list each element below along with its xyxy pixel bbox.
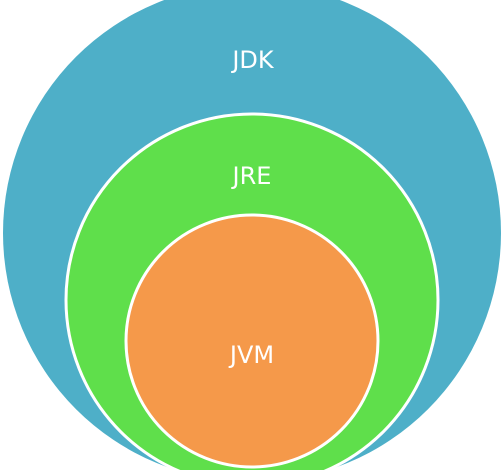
jvm-circle <box>124 213 380 469</box>
jvm-label: JVM <box>229 341 275 369</box>
jdk-label: JDK <box>232 46 274 74</box>
jre-label: JRE <box>232 162 272 190</box>
